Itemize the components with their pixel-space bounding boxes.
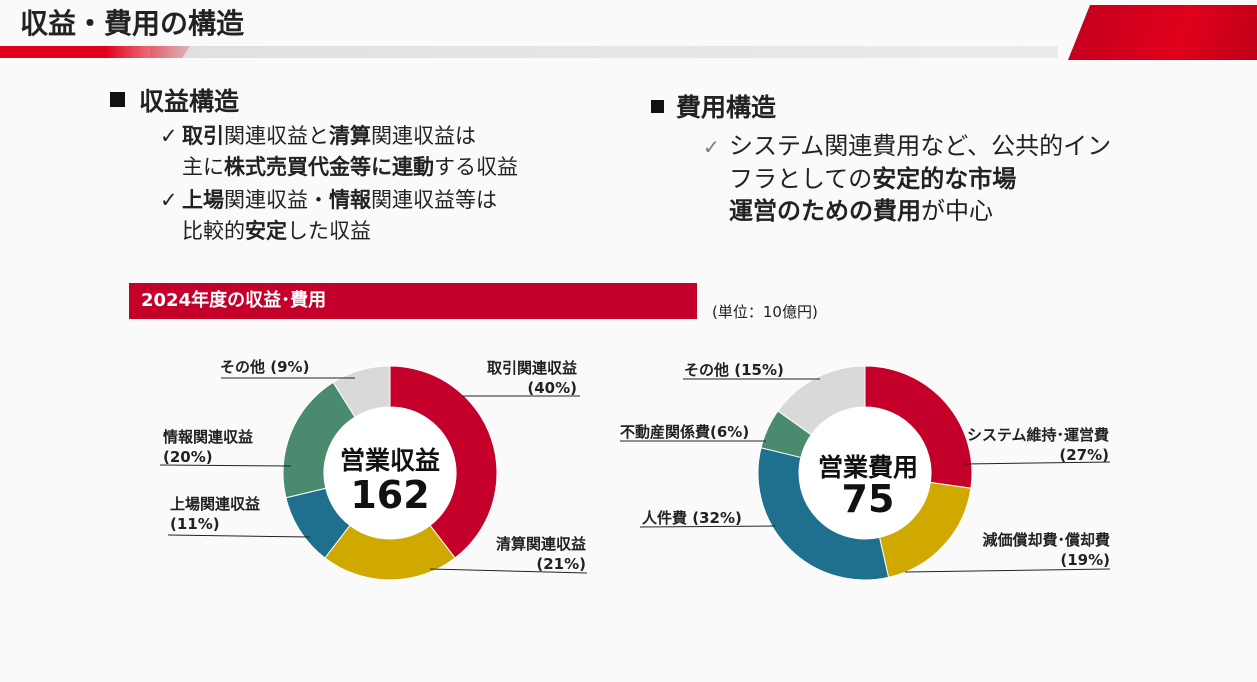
bullet2-bold-a: 上場 bbox=[182, 188, 224, 212]
slice-name: その他 bbox=[684, 361, 730, 379]
cost-label-personnel: 人件費 (32%) bbox=[642, 508, 742, 528]
square-bullet-icon bbox=[110, 92, 125, 107]
revenue-heading: 収益構造 bbox=[110, 82, 239, 118]
slice-pct: (40%) bbox=[527, 379, 577, 397]
slice-pct: (19%) bbox=[1060, 551, 1110, 569]
rev-label-listing: 上場関連収益 (11%) bbox=[170, 494, 260, 534]
revenue-bullet-1: ✓ 取引関連収益と清算関連収益は 主に株式売買代金等に連動する収益 bbox=[160, 121, 518, 183]
revenue-bullet-2: ✓ 上場関連収益・情報関連収益等は 比較的安定した収益 bbox=[160, 185, 497, 247]
slice-name: 人件費 bbox=[642, 509, 688, 527]
slice-name: 情報関連収益 bbox=[163, 428, 254, 446]
bullet1-bold-c: 株式売買代金等に連動 bbox=[224, 155, 434, 179]
cost-label-depreciation: 減価償却費･償却費 (19%) bbox=[960, 530, 1110, 570]
unit-label: (単位：10億円) bbox=[712, 303, 818, 321]
fiscal-year-banner: 2024年度の収益･費用 bbox=[129, 283, 697, 319]
rev-label-info: 情報関連収益 (20%) bbox=[163, 427, 253, 467]
cost-line-1: システム関連費用など、公共的イン bbox=[729, 132, 1112, 160]
rev-label-trading: 取引関連収益 (40%) bbox=[470, 358, 577, 398]
slice-name: システム維持･運営費 bbox=[966, 426, 1109, 444]
leader-line bbox=[159, 464, 292, 467]
leader-lines bbox=[159, 377, 1111, 574]
donut-hole bbox=[799, 407, 931, 539]
bullet2-bold-b: 情報 bbox=[329, 188, 371, 212]
bullet1-bold-b: 清算 bbox=[329, 124, 371, 148]
slice-name: 上場関連収益 bbox=[170, 495, 261, 513]
cost-label-system: システム維持･運営費 (27%) bbox=[950, 425, 1109, 465]
bullet1-bold-a: 取引 bbox=[182, 124, 224, 148]
cost-heading: 費用構造 bbox=[651, 88, 776, 124]
donut-hole bbox=[324, 407, 456, 539]
leader-line bbox=[167, 534, 311, 538]
slice-pct: (6%) bbox=[710, 423, 750, 441]
revenue-center-title: 営業収益 bbox=[339, 446, 440, 475]
revenue-donut bbox=[282, 365, 498, 581]
revenue-heading-text: 収益構造 bbox=[139, 87, 240, 116]
leader-line bbox=[904, 568, 1111, 573]
title-underline-grey bbox=[150, 46, 1058, 58]
slice-pct: (27%) bbox=[1059, 446, 1109, 464]
bullet1-text-d: する収益 bbox=[434, 155, 518, 179]
cost-label-other: その他 (15%) bbox=[684, 360, 784, 380]
cost-label-realestate: 不動産関係費(6%) bbox=[620, 422, 749, 442]
leader-line bbox=[963, 461, 1111, 465]
leader-line bbox=[429, 568, 588, 574]
slice-name: 不動産関係費 bbox=[620, 423, 711, 441]
check-icon: ✓ bbox=[160, 124, 178, 148]
slice-pct: (21%) bbox=[536, 555, 586, 573]
revenue-center-value: 162 bbox=[350, 473, 430, 517]
bullet1-text-c: 主に bbox=[182, 155, 224, 179]
slice-pct: (9%) bbox=[270, 358, 310, 376]
title-underline-red bbox=[0, 46, 190, 58]
check-icon: ✓ bbox=[703, 135, 720, 159]
bullet2-text-b: 関連収益等は bbox=[371, 188, 497, 212]
slice-pct: (20%) bbox=[163, 448, 213, 466]
bullet2-bold-c: 安定 bbox=[245, 219, 287, 243]
bullet2-text-a: 関連収益・ bbox=[224, 188, 329, 212]
bullet1-text-a: 関連収益と bbox=[224, 124, 329, 148]
slice-name: 減価償却費･償却費 bbox=[982, 531, 1110, 549]
corner-accent bbox=[1068, 5, 1257, 60]
cost-line-3-bold: 運営のための費用 bbox=[729, 197, 921, 225]
square-bullet-icon bbox=[651, 100, 664, 113]
slice-pct: (15%) bbox=[734, 361, 784, 379]
slice-name: その他 bbox=[220, 358, 266, 376]
rev-label-clearing: 清算関連収益 (21%) bbox=[478, 534, 586, 574]
slice-name: 清算関連収益 bbox=[495, 535, 586, 553]
cost-center-value: 75 bbox=[841, 477, 895, 521]
cost-donut bbox=[757, 365, 973, 581]
cost-heading-text: 費用構造 bbox=[676, 93, 777, 122]
slice-pct: (32%) bbox=[692, 509, 742, 527]
slice-pct: (11%) bbox=[170, 515, 220, 533]
check-icon: ✓ bbox=[160, 188, 178, 212]
cost-line-2-bold: 安定的な市場 bbox=[872, 165, 1017, 193]
page-title: 収益・費用の構造 bbox=[20, 7, 245, 40]
cost-bullet: ✓ システム関連費用など、公共的イン フラとしての安定的な市場 運営のための費用が… bbox=[703, 130, 1111, 227]
leader-line bbox=[639, 525, 776, 528]
bullet1-text-b: 関連収益は bbox=[371, 124, 476, 148]
cost-line-3-text: が中心 bbox=[921, 197, 993, 225]
slice-name: 取引関連収益 bbox=[486, 359, 577, 377]
rev-label-other: その他 (9%) bbox=[220, 357, 309, 377]
cost-center-title: 営業費用 bbox=[817, 453, 918, 482]
cost-line-2-text: フラとしての bbox=[729, 165, 873, 193]
bullet2-text-c: 比較的 bbox=[182, 219, 245, 243]
bullet2-text-d: した収益 bbox=[287, 219, 371, 243]
